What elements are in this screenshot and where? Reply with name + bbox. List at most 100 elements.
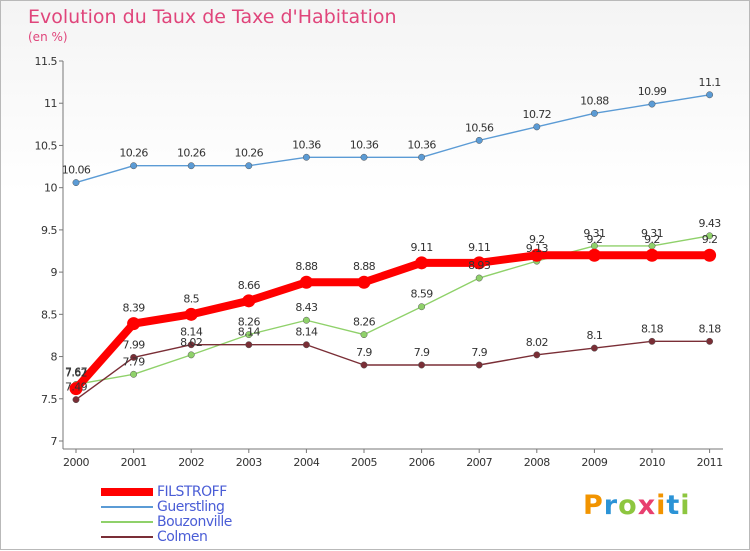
- data-point-bouzonville: [302, 316, 310, 324]
- data-label-colmen: 8.14: [180, 326, 203, 339]
- legend-label-filstroff: FILSTROFF: [157, 484, 227, 500]
- chart-title: Evolution du Taux de Taxe d'Habitation: [28, 6, 397, 28]
- y-tick-label: 9: [51, 266, 58, 279]
- data-label-colmen: 7.9: [471, 346, 487, 359]
- logo-letter: r: [603, 490, 619, 521]
- data-point-bouzonville: [130, 370, 138, 378]
- y-tick-label: 11.5: [35, 55, 58, 68]
- data-point-filstroff: [587, 248, 601, 262]
- x-tick-label: 2010: [639, 456, 665, 469]
- data-label-guerstling: 10.36: [292, 138, 321, 151]
- x-tick-label: 2003: [236, 456, 262, 469]
- data-point-filstroff: [645, 248, 659, 262]
- data-label-bouzonville: 8.59: [411, 288, 434, 301]
- x-tick-label: 2001: [121, 456, 147, 469]
- data-point-guerstling: [475, 136, 483, 144]
- x-tick-label: 2005: [351, 456, 377, 469]
- data-point-bouzonville: [245, 331, 253, 339]
- data-point-bouzonville: [475, 274, 483, 282]
- data-point-filstroff: [703, 248, 717, 262]
- data-point-filstroff: [127, 317, 141, 331]
- legend-label-bouzonville: Bouzonville: [157, 514, 232, 530]
- x-tick-label: 2007: [466, 456, 492, 469]
- data-point-guerstling: [245, 162, 253, 170]
- data-point-colmen: [187, 341, 195, 349]
- data-label-filstroff: 9.2: [644, 233, 660, 246]
- chart-subtitle: (en %): [28, 30, 68, 44]
- data-point-filstroff: [184, 307, 198, 321]
- data-label-guerstling: 11.1: [699, 76, 721, 89]
- data-point-colmen: [648, 337, 656, 345]
- x-tick-label: 2008: [524, 456, 550, 469]
- y-tick-label: 7: [51, 435, 58, 448]
- data-point-filstroff: [530, 248, 544, 262]
- x-tick-label: 2009: [581, 456, 607, 469]
- data-point-guerstling: [130, 162, 138, 170]
- x-tick-label: 2006: [409, 456, 435, 469]
- data-point-colmen: [706, 337, 714, 345]
- data-label-bouzonville: 9.31: [583, 227, 605, 240]
- data-point-filstroff: [299, 275, 313, 289]
- y-tick-label: 8.5: [41, 308, 57, 321]
- data-label-filstroff: 7.62: [65, 367, 87, 380]
- data-label-guerstling: 10.36: [350, 138, 379, 151]
- logo-letter: P: [583, 490, 604, 521]
- data-label-guerstling: 10.99: [638, 85, 667, 98]
- data-label-bouzonville: 9.43: [699, 217, 722, 230]
- data-point-bouzonville: [706, 232, 714, 240]
- y-tick-label: 11: [44, 97, 57, 110]
- data-label-filstroff: 9.2: [529, 233, 545, 246]
- data-point-guerstling: [590, 109, 598, 117]
- data-label-colmen: 8.1: [587, 329, 603, 342]
- data-label-colmen: 8.18: [641, 322, 664, 335]
- data-label-filstroff: 9.2: [702, 233, 718, 246]
- data-label-filstroff: 9.11: [468, 241, 490, 254]
- data-label-guerstling: 10.26: [235, 147, 264, 160]
- data-label-bouzonville: 7.67: [65, 365, 88, 378]
- logo-letter: t: [666, 490, 681, 521]
- y-tick-label: 9.5: [41, 224, 57, 237]
- data-point-filstroff: [69, 382, 83, 396]
- data-point-guerstling: [302, 153, 310, 161]
- data-point-colmen: [302, 341, 310, 349]
- data-point-filstroff: [472, 256, 486, 270]
- data-point-guerstling: [533, 123, 541, 131]
- proxiti-logo: Proxiti: [583, 490, 691, 521]
- data-label-colmen: 8.02: [526, 336, 548, 349]
- data-label-bouzonville: 9.31: [641, 227, 663, 240]
- data-label-colmen: 7.9: [356, 346, 372, 359]
- data-label-colmen: 8.14: [295, 326, 318, 339]
- data-label-filstroff: 8.88: [295, 260, 318, 273]
- data-point-bouzonville: [418, 303, 426, 311]
- y-tick-label: 7.5: [41, 393, 57, 406]
- data-label-bouzonville: 8.26: [238, 316, 261, 329]
- series-line-bouzonville: [75, 235, 711, 386]
- data-point-filstroff: [357, 275, 371, 289]
- data-point-filstroff: [415, 256, 429, 270]
- data-point-colmen: [533, 351, 541, 359]
- data-label-guerstling: 10.06: [62, 164, 91, 177]
- legend-swatch-guerstling: [101, 506, 153, 508]
- data-point-guerstling: [360, 153, 368, 161]
- y-tick-label: 10.5: [35, 139, 58, 152]
- data-point-colmen: [72, 396, 80, 404]
- x-tick-label: 2011: [697, 456, 723, 469]
- data-point-colmen: [360, 361, 368, 369]
- data-label-bouzonville: 8.93: [468, 259, 491, 272]
- data-point-colmen: [475, 361, 483, 369]
- data-point-guerstling: [648, 100, 656, 108]
- logo-letter: o: [618, 490, 638, 521]
- data-point-guerstling: [72, 179, 80, 187]
- data-label-filstroff: 9.11: [411, 241, 433, 254]
- data-label-bouzonville: 8.02: [180, 336, 202, 349]
- data-point-guerstling: [706, 91, 714, 99]
- x-tick-label: 2000: [63, 456, 89, 469]
- logo-letter: i: [680, 490, 691, 521]
- data-label-filstroff: 8.5: [183, 292, 199, 305]
- data-label-filstroff: 8.88: [353, 260, 376, 273]
- data-label-guerstling: 10.72: [523, 108, 552, 121]
- data-label-colmen: 7.99: [123, 338, 146, 351]
- data-point-colmen: [418, 361, 426, 369]
